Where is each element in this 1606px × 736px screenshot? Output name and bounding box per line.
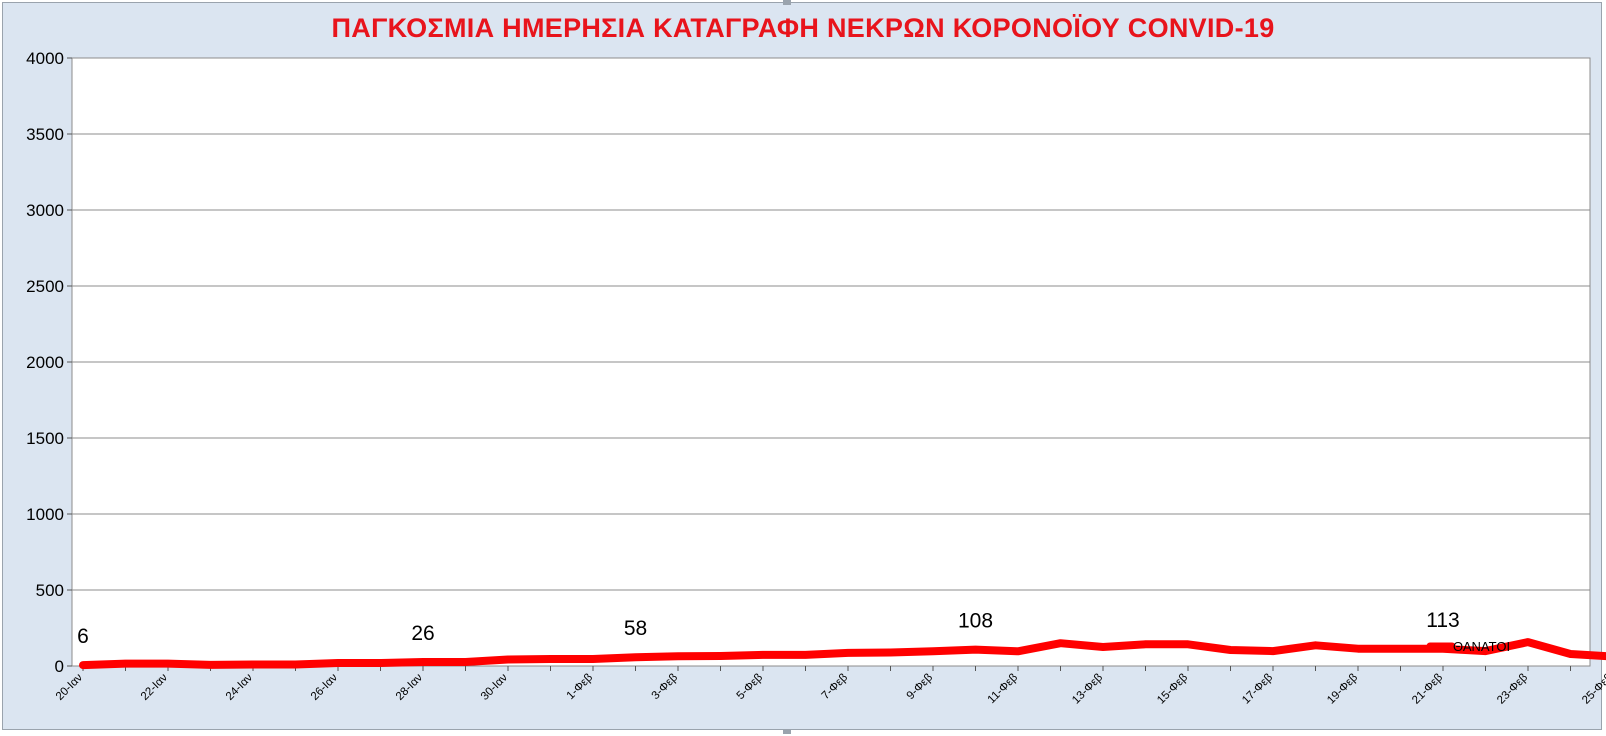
x-tick-label: 17-Φεβ (1240, 671, 1275, 706)
y-tick-label: 0 (55, 657, 64, 676)
x-tick-label: 3-Φεβ (650, 671, 681, 702)
x-tick-label: 1-Φεβ (565, 671, 596, 702)
data-label: 26 (411, 622, 434, 645)
x-tick-label: 5-Φεβ (735, 671, 766, 702)
data-label: 6 (77, 625, 89, 648)
y-tick-label: 1000 (26, 505, 64, 524)
x-tick-label: 19-Φεβ (1325, 671, 1360, 706)
x-tick-label: 11-Φεβ (986, 671, 1021, 706)
x-tick-label: 15-Φεβ (1155, 671, 1190, 706)
data-label: 58 (624, 617, 647, 640)
x-tick-label: 25-Φεβ (1580, 671, 1606, 706)
x-tick-label: 28-Ιαν (394, 671, 425, 702)
y-tick-label: 2000 (26, 353, 64, 372)
y-tick-label: 3500 (26, 125, 64, 144)
x-tick-label: 13-Φεβ (1070, 671, 1105, 706)
x-tick-label: 7-Φεβ (820, 671, 851, 702)
chart-title: ΠΑΓΚΟΣΜΙΑ ΗΜΕΡΗΣΙΑ ΚΑΤΑΓΡΑΦΗ ΝΕΚΡΩΝ ΚΟΡΟ… (331, 13, 1275, 43)
x-tick-label: 23-Φεβ (1495, 671, 1530, 706)
x-tick-label: 24-Ιαν (224, 671, 255, 702)
x-tick-label: 30-Ιαν (479, 671, 510, 702)
data-label: 113 (1426, 609, 1459, 632)
y-tick-label: 500 (36, 581, 64, 600)
y-tick-label: 4000 (26, 49, 64, 68)
x-tick-label: 21-Φεβ (1410, 671, 1445, 706)
data-label: 108 (958, 610, 993, 633)
bottom-resize-handle[interactable] (783, 729, 791, 734)
y-tick-label: 3000 (26, 201, 64, 220)
x-tick-label: 22-Ιαν (139, 671, 170, 702)
top-resize-handle[interactable] (783, 0, 791, 5)
series-line-thanatoi (79, 638, 1606, 670)
legend-label: ΘΑΝΑΤΟΙ (1453, 639, 1510, 654)
x-tick-label: 9-Φεβ (905, 671, 936, 702)
y-tick-label: 2500 (26, 277, 64, 296)
x-tick-label: 26-Ιαν (309, 671, 340, 702)
x-tick-label: 20-Ιαν (54, 671, 85, 702)
y-tick-label: 1500 (26, 429, 64, 448)
